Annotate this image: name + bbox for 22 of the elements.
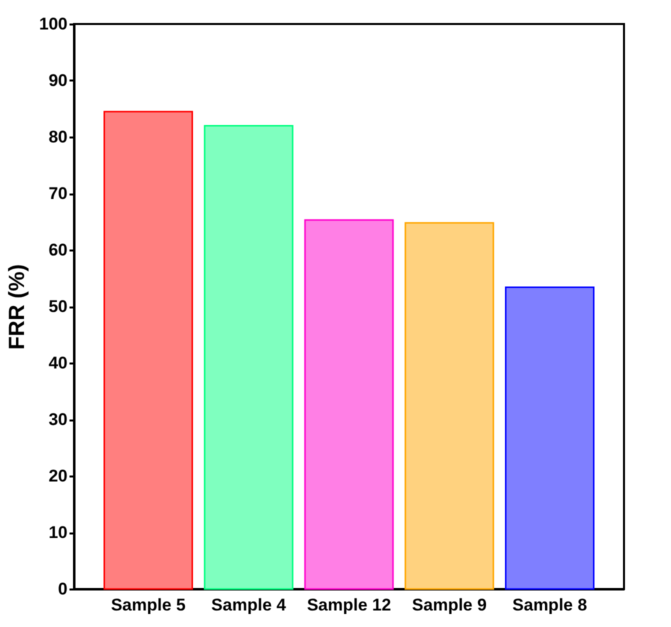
- y-tick-label: 40: [48, 354, 68, 372]
- bar: [504, 286, 594, 590]
- y-tick-label: 30: [48, 410, 68, 429]
- bar: [104, 110, 194, 590]
- y-tick-label: 0: [58, 580, 68, 598]
- x-tick-label: Sample 9: [412, 596, 487, 614]
- y-tick-label: 50: [48, 297, 68, 316]
- x-tick-label: Sample 8: [512, 596, 588, 614]
- y-tick-label: 90: [48, 71, 68, 90]
- y-tick-label: 10: [48, 523, 68, 542]
- y-tick-label: 70: [48, 184, 68, 203]
- x-tick-label: Sample 4: [211, 596, 286, 614]
- bar: [304, 219, 394, 590]
- y-tick-label: 20: [48, 466, 68, 486]
- y-tick-label: 80: [48, 128, 68, 146]
- bar: [204, 124, 294, 590]
- x-tick-label: Sample 5: [110, 596, 186, 614]
- bar: [404, 222, 494, 590]
- x-tick-label: Sample 12: [306, 596, 392, 614]
- y-tick-label: 60: [48, 240, 68, 260]
- y-tick-label: 100: [39, 14, 68, 34]
- y-axis-title: FRR (%): [4, 264, 30, 350]
